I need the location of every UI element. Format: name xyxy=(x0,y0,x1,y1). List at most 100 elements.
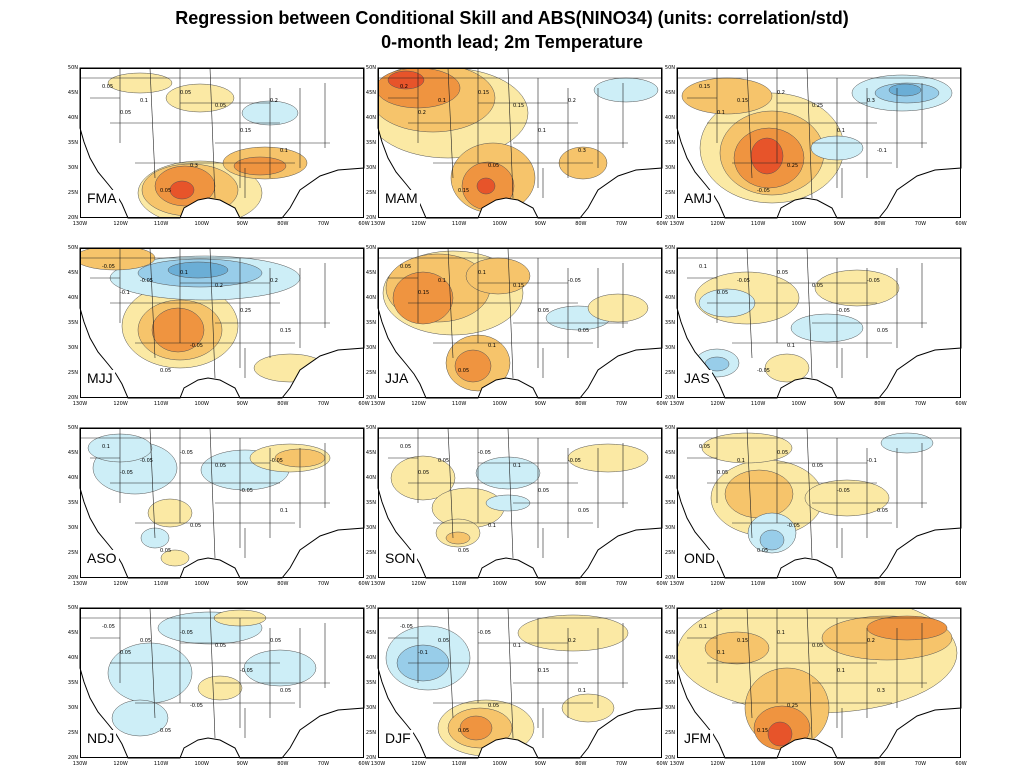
lon-tick-label: 70W xyxy=(914,761,927,767)
contour-label: 0.05 xyxy=(488,703,500,709)
lat-tick-label: 50N xyxy=(664,605,675,611)
lon-tick-label: 80W xyxy=(575,761,587,767)
lon-tick-label: 60W xyxy=(955,221,967,227)
lat-tick-label: 25N xyxy=(664,730,675,736)
season-label: ASO xyxy=(85,550,119,566)
lon-tick-label: 110W xyxy=(153,401,169,407)
lat-tick-label: 35N xyxy=(365,140,376,146)
lat-tick-label: 25N xyxy=(664,190,675,196)
map-canvas xyxy=(676,67,962,219)
shading-layer xyxy=(390,443,649,548)
lat-tick-label: 30N xyxy=(67,525,78,531)
contour-label: 0.2 xyxy=(568,98,576,104)
contour-label: 0.15 xyxy=(513,283,525,289)
lon-tick-label: 110W xyxy=(451,581,467,587)
contour-label: 0.05 xyxy=(717,290,729,296)
ocean-atlantic xyxy=(879,708,961,758)
map-frame xyxy=(677,248,961,398)
contour-label: 0.15 xyxy=(513,103,525,109)
lat-tick-label: 45N xyxy=(67,270,78,276)
contour-label: 0.05 xyxy=(102,84,114,90)
lat-tick-label: 35N xyxy=(67,500,78,506)
lon-tick-label: 130W xyxy=(669,581,685,587)
contour-label: 0.1 xyxy=(438,98,446,104)
shaded-region-1 xyxy=(111,699,169,737)
contour-label: 0.1 xyxy=(513,463,521,469)
contour-label: 0.05 xyxy=(140,638,152,644)
lat-tick-label: 50N xyxy=(365,245,376,251)
ocean-atlantic xyxy=(879,528,961,578)
lat-tick-label: 30N xyxy=(67,705,78,711)
season-label: MAM xyxy=(383,190,420,206)
contour-label: 0.1 xyxy=(102,444,110,450)
state-borders xyxy=(677,608,961,739)
lon-tick-label: 90W xyxy=(236,581,248,587)
ocean-atlantic xyxy=(879,348,961,398)
ocean-atlantic xyxy=(580,168,662,218)
map-canvas xyxy=(79,607,365,759)
contour-label: 0.2 xyxy=(418,110,426,116)
lon-tick-label: 80W xyxy=(277,761,289,767)
lon-tick-label: 60W xyxy=(358,401,370,407)
contour-label: 0.05 xyxy=(160,188,172,194)
lon-tick-label: 80W xyxy=(575,221,587,227)
lon-tick-label: 90W xyxy=(534,221,546,227)
lon-tick-label: 80W xyxy=(277,401,289,407)
lon-tick-label: 70W xyxy=(615,221,628,227)
lon-tick-label: 130W xyxy=(370,761,386,767)
lat-tick-label: 30N xyxy=(365,705,376,711)
contour-label: 0.05 xyxy=(812,463,824,469)
lat-tick-label: 25N xyxy=(67,730,78,736)
season-label: JAS xyxy=(682,370,712,386)
shaded-region-5 xyxy=(233,156,287,176)
contour-label: 0.05 xyxy=(812,283,824,289)
contour-label: 0.1 xyxy=(717,650,725,656)
contour-label: -0.05 xyxy=(140,458,153,464)
season-label: DJF xyxy=(383,730,413,746)
contour-label: 0.15 xyxy=(458,188,470,194)
contour-label: -0.05 xyxy=(180,630,193,636)
title-line-2: 0-month lead; 2m Temperature xyxy=(381,32,643,52)
contour-label: 0.05 xyxy=(757,548,769,554)
lon-tick-label: 120W xyxy=(710,581,725,587)
shaded-region-2 xyxy=(475,456,541,490)
map-canvas xyxy=(377,427,663,579)
lon-tick-label: 110W xyxy=(153,221,169,227)
season-label: SON xyxy=(383,550,418,566)
lon-tick-label: 130W xyxy=(370,401,386,407)
shaded-region-4 xyxy=(804,479,890,517)
contour-label: -0.05 xyxy=(190,343,203,349)
lon-tick-label: 90W xyxy=(534,761,546,767)
lat-tick-label: 25N xyxy=(365,190,376,196)
contour-label: 0.05 xyxy=(190,523,202,529)
map-canvas xyxy=(79,427,365,579)
contour-label: 0.25 xyxy=(787,703,799,709)
lon-tick-label: 80W xyxy=(575,581,587,587)
contour-label: -0.05 xyxy=(478,630,491,636)
lon-tick-label: 70W xyxy=(317,581,330,587)
lon-tick-label: 110W xyxy=(750,401,766,407)
lon-tick-label: 90W xyxy=(534,401,546,407)
map-panel-jfm: 50N 45N 40N 35N 30N 25N 20N 130W 120W 110W 100W 90W… xyxy=(665,605,967,767)
lon-tick-label: 70W xyxy=(317,401,330,407)
lon-tick-label: 60W xyxy=(955,761,967,767)
lat-tick-label: 30N xyxy=(365,345,376,351)
shaded-region-8 xyxy=(165,83,235,113)
coastline xyxy=(79,607,365,759)
contour-label: 0.05 xyxy=(160,368,172,374)
map-panel-jja: 50N 45N 40N 35N 30N 25N 20N 130W 120W 110W 100W 90W… xyxy=(366,245,668,407)
contour-label: 0.2 xyxy=(270,278,278,284)
lat-tick-label: 25N xyxy=(365,550,376,556)
coastline xyxy=(79,427,365,579)
contour-label: 0.05 xyxy=(438,638,450,644)
contour-label: -0.05 xyxy=(757,188,770,194)
lon-tick-label: 100W xyxy=(791,401,806,407)
season-label: MJJ xyxy=(85,370,115,386)
contour-label: -0.05 xyxy=(787,523,800,529)
contour-label: 0.2 xyxy=(215,283,223,289)
contour-label: 0.1 xyxy=(777,630,785,636)
contour-label: 0.05 xyxy=(180,90,192,96)
shading-layer xyxy=(382,250,649,392)
lat-tick-label: 35N xyxy=(365,680,376,686)
lon-tick-label: 120W xyxy=(710,401,725,407)
